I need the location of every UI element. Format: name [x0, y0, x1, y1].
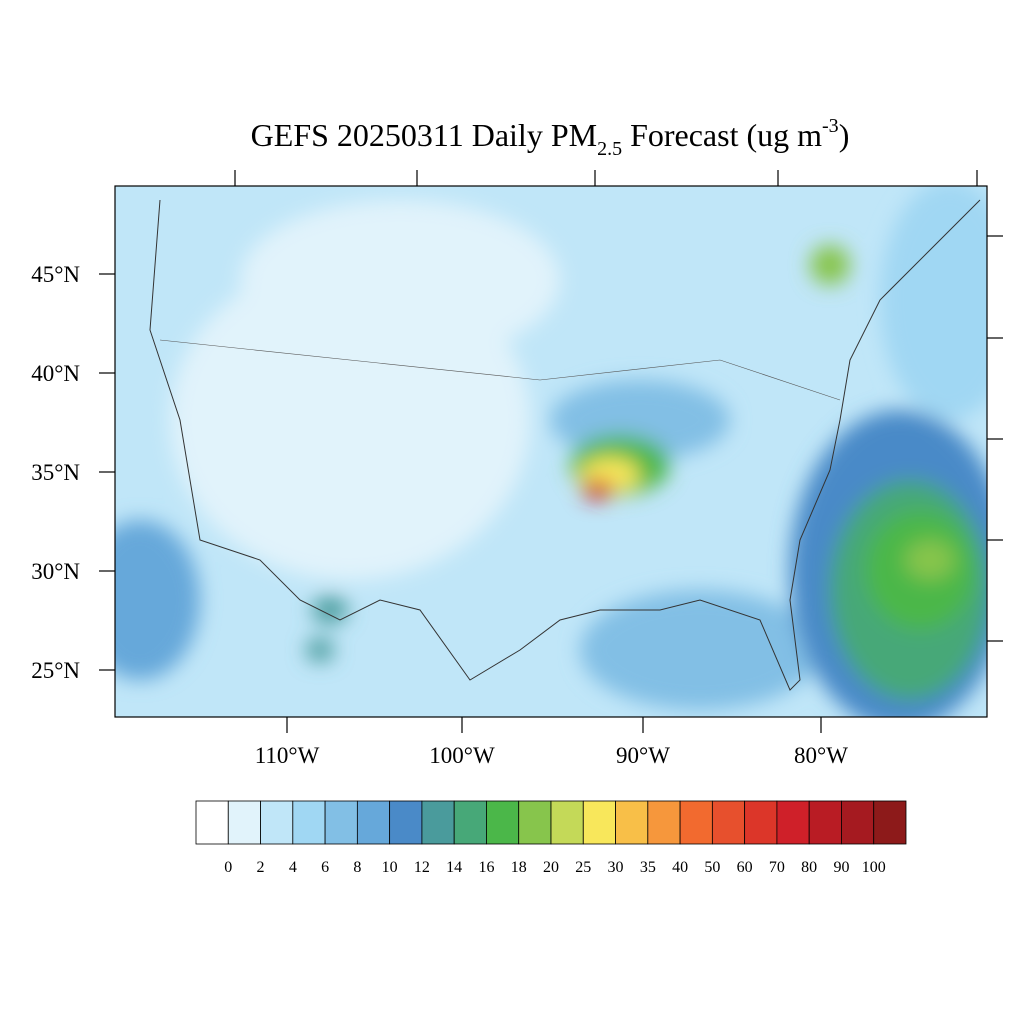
colorbar-label: 35	[640, 859, 656, 876]
colorbar-box	[615, 800, 649, 845]
colorbar-label: 16	[478, 859, 494, 876]
colorbar-label: 20	[543, 859, 559, 876]
colorbar-box	[550, 800, 584, 845]
lat-label: 25°N	[31, 658, 80, 683]
lat-label: 30°N	[31, 559, 80, 584]
colorbar-box	[292, 800, 326, 845]
colorbar-label: 8	[353, 859, 361, 876]
colorbar-label: 70	[769, 859, 785, 876]
colorbar-label: 6	[321, 859, 329, 876]
colorbar-box	[841, 800, 875, 845]
lon-label: 90°W	[616, 743, 670, 768]
colorbar-box	[776, 800, 810, 845]
colorbar-box	[679, 800, 713, 845]
lon-label: 100°W	[429, 743, 495, 768]
colorbar-label: 0	[224, 859, 232, 876]
lon-label: 110°W	[255, 743, 320, 768]
title-superscript: -3	[822, 115, 839, 137]
colorbar-label: 40	[672, 859, 688, 876]
colorbar-box	[711, 800, 746, 845]
colorbar-label: 2	[257, 859, 265, 876]
title-end: )	[839, 117, 850, 153]
title-main: GEFS 20250311 Daily PM	[251, 117, 597, 153]
colorbar-box	[518, 800, 552, 845]
colorbar-box	[582, 800, 616, 845]
colorbar-label: 18	[511, 859, 527, 876]
colorbar-box	[808, 800, 842, 845]
colorbar-box	[227, 800, 261, 845]
colorbar-box	[453, 800, 487, 845]
colorbar-box	[324, 800, 358, 845]
map-frame	[114, 185, 988, 718]
colorbar-label: 25	[575, 859, 591, 876]
colorbar-box	[744, 800, 778, 845]
title: GEFS 20250311 Daily PM2.5 Forecast (ug m…	[251, 115, 850, 160]
colorbar-box	[873, 800, 907, 845]
colorbar-label: 90	[833, 859, 849, 876]
title-middle: Forecast (ug m	[622, 117, 822, 153]
colorbar-label: 80	[801, 859, 817, 876]
colorbar-label: 10	[382, 859, 398, 876]
colorbar-box	[389, 800, 423, 845]
frame-ticks	[99, 170, 1003, 733]
colorbar-box	[647, 800, 681, 845]
colorbar-label: 4	[289, 859, 297, 876]
colorbar-label: 12	[414, 859, 430, 876]
lat-label: 35°N	[31, 460, 80, 485]
colorbar-label: 30	[608, 859, 624, 876]
colorbar-label: 14	[446, 859, 462, 876]
colorbar-box	[195, 800, 229, 845]
colorbar-box	[260, 800, 294, 845]
colorbar-box	[356, 800, 391, 845]
colorbar-box	[421, 800, 455, 845]
colorbar-label: 50	[704, 859, 720, 876]
lon-label: 80°W	[794, 743, 848, 768]
map-field	[115, 186, 987, 717]
colorbar-label: 100	[862, 859, 886, 876]
lat-label: 40°N	[31, 361, 80, 386]
lat-label: 45°N	[31, 262, 80, 287]
colorbar-label: 60	[737, 859, 753, 876]
title-subscript: 2.5	[597, 138, 622, 160]
colorbar-box	[486, 800, 520, 845]
